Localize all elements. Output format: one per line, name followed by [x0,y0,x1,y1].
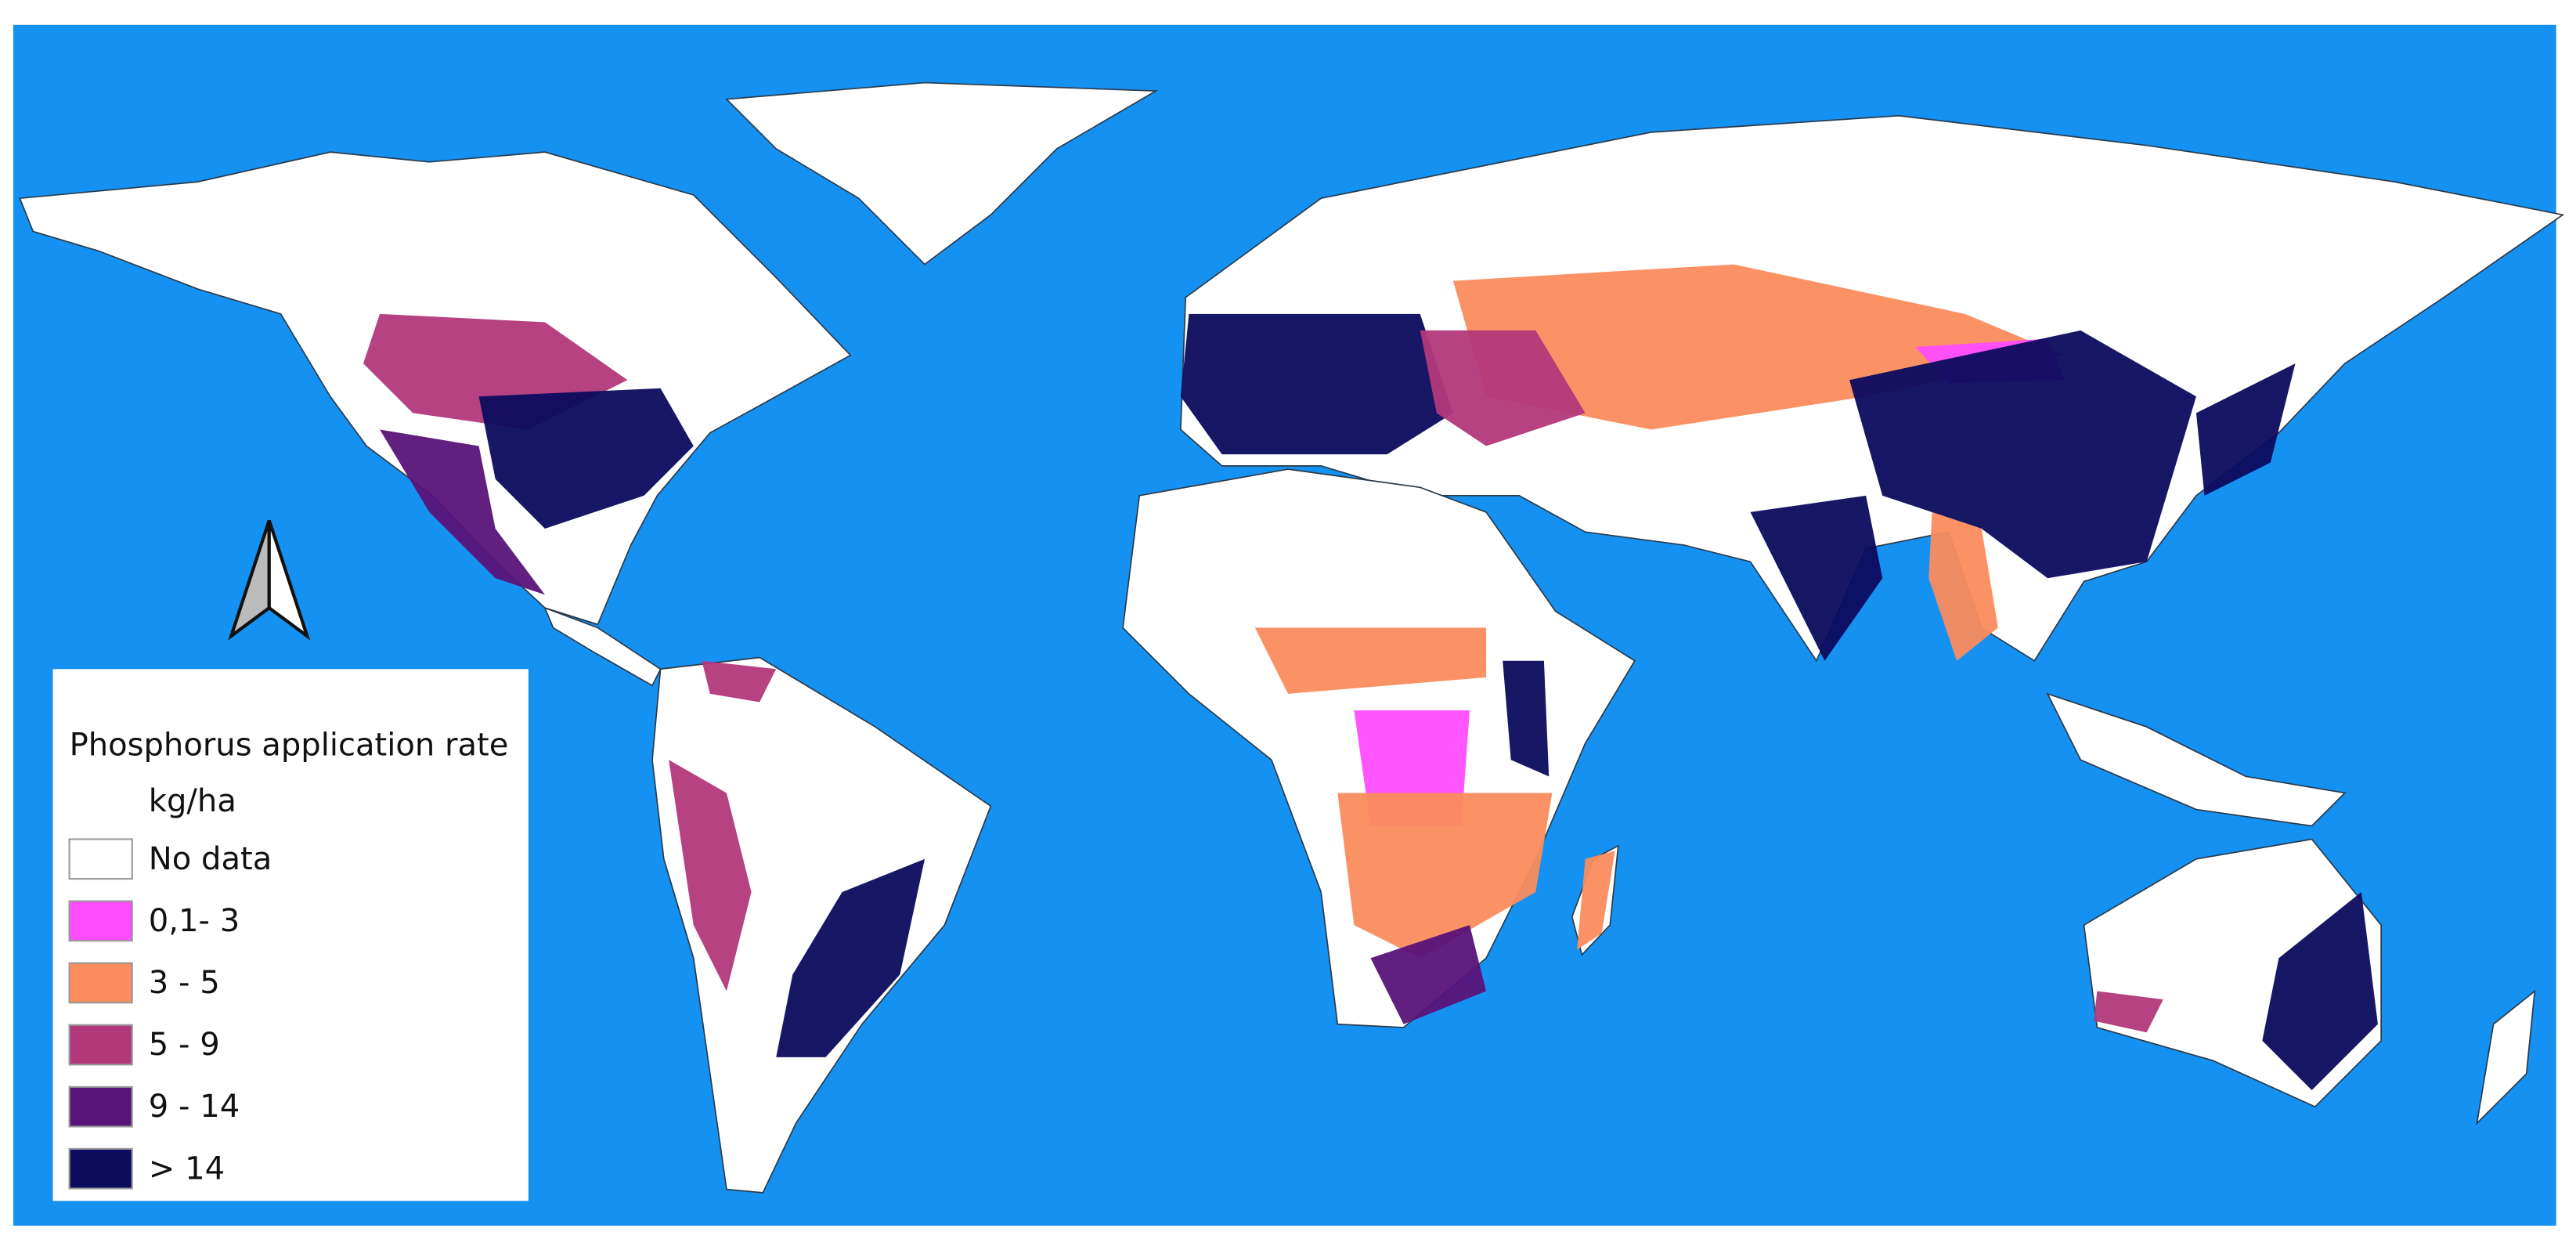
legend-swatch [68,1147,133,1190]
rate-patch [1750,495,1883,661]
legend-title: Phosphorus application rate [70,727,509,763]
rate-patch [1420,330,1586,446]
rate-patch [1577,851,1615,950]
legend-label: No data [149,841,272,877]
legend-swatch [68,1024,133,1066]
rate-patch [1503,660,1550,777]
legend-label: 3 - 5 [149,965,220,1001]
rate-patch [1337,793,1553,959]
rate-patch [478,388,694,529]
north-arrow [228,519,311,641]
rate-patch [776,858,925,1057]
rate-patch [2262,891,2378,1091]
legend-swatch [68,900,133,942]
legend-swatch [68,1085,133,1128]
legend: Phosphorus application rate kg/ha No dat… [52,669,529,1201]
legend-label: 0,1- 3 [149,903,240,939]
legend-label: 9 - 14 [149,1089,240,1125]
legend-swatch [68,838,133,880]
rate-patch [1180,313,1453,455]
rate-patch [702,660,777,703]
legend-label: 5 - 9 [149,1027,220,1063]
rate-patch [2195,363,2296,496]
rate-patch [1849,330,2196,579]
rate-patch [1928,511,1998,661]
legend-swatch [68,962,133,1004]
legend-unit: kg/ha [149,783,236,819]
rate-patches [363,264,2378,1091]
rate-patch [1370,925,1487,1024]
rate-patch [1254,627,1487,694]
rate-patch [2094,991,2163,1033]
rate-patch [380,429,545,595]
rate-patch [669,760,752,992]
legend-label: > 14 [149,1150,225,1187]
rate-patch [1452,264,2065,430]
